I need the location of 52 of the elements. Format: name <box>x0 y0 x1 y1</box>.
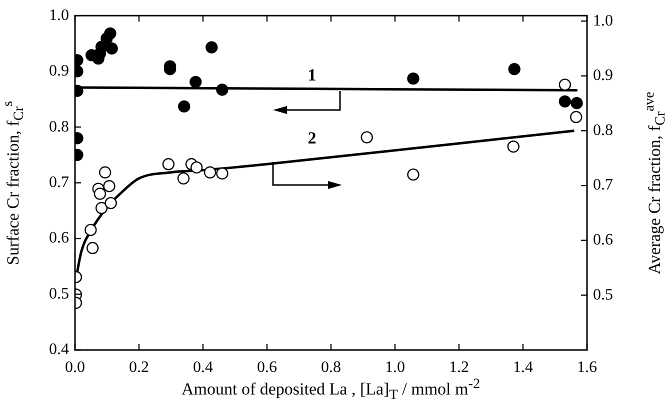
x-tick-label: 0.8 <box>321 358 341 376</box>
point <box>190 76 202 88</box>
point <box>558 95 572 108</box>
point <box>360 131 373 144</box>
point <box>407 72 420 85</box>
y-tick-label: 0.4 <box>49 341 69 358</box>
y2-tick-label: 0.6 <box>593 232 613 249</box>
point <box>94 188 106 200</box>
point <box>204 166 216 178</box>
point <box>84 224 97 236</box>
point <box>104 196 117 210</box>
point <box>98 166 112 178</box>
y-tick-label: 0.7 <box>49 174 69 192</box>
point <box>216 167 228 180</box>
point <box>570 110 582 124</box>
y2-tick-label: 0.7 <box>593 176 613 194</box>
x-tick-label: 1.6 <box>577 358 597 376</box>
point <box>570 97 583 110</box>
y-tick-label: 0.6 <box>49 230 69 247</box>
y2-tick-label: 0.8 <box>593 122 613 139</box>
y-tick-label: 1.0 <box>49 6 69 24</box>
point <box>86 242 99 254</box>
x-axis-title: Amount of deposited La , [La]$_{T}$ / mmol m$^{-2}$ <box>182 376 480 404</box>
x-tick-label: 0.2 <box>129 358 149 376</box>
point <box>190 161 203 174</box>
point <box>178 100 190 113</box>
point <box>106 42 118 55</box>
x-tick-label: 0.6 <box>257 358 277 376</box>
x-tick-label: 1.4 <box>513 358 533 376</box>
point <box>407 168 420 181</box>
point <box>206 41 218 54</box>
point <box>507 140 520 153</box>
point <box>103 180 116 192</box>
y-tick-label: 0.8 <box>49 118 69 136</box>
point <box>558 78 572 91</box>
annotation: 2 <box>308 128 316 148</box>
x-tick-label: 1.2 <box>449 358 469 376</box>
point <box>508 63 520 76</box>
x-tick-label: 0.0 <box>65 358 85 376</box>
y2-tick-label: 1.0 <box>593 12 613 30</box>
point <box>216 84 228 96</box>
y-tick-label: 0.9 <box>49 62 69 80</box>
point <box>177 172 190 185</box>
point <box>95 202 108 214</box>
point <box>162 158 175 170</box>
y-tick-label: 0.5 <box>49 285 69 302</box>
x-tick-label: 0.4 <box>193 358 213 376</box>
point <box>104 27 116 40</box>
annotation: 1 <box>308 65 316 84</box>
x-tick-label: 1.0 <box>385 358 405 376</box>
y2-tick-label: 0.5 <box>593 286 613 304</box>
y2-tick-label: 0.9 <box>593 67 613 84</box>
